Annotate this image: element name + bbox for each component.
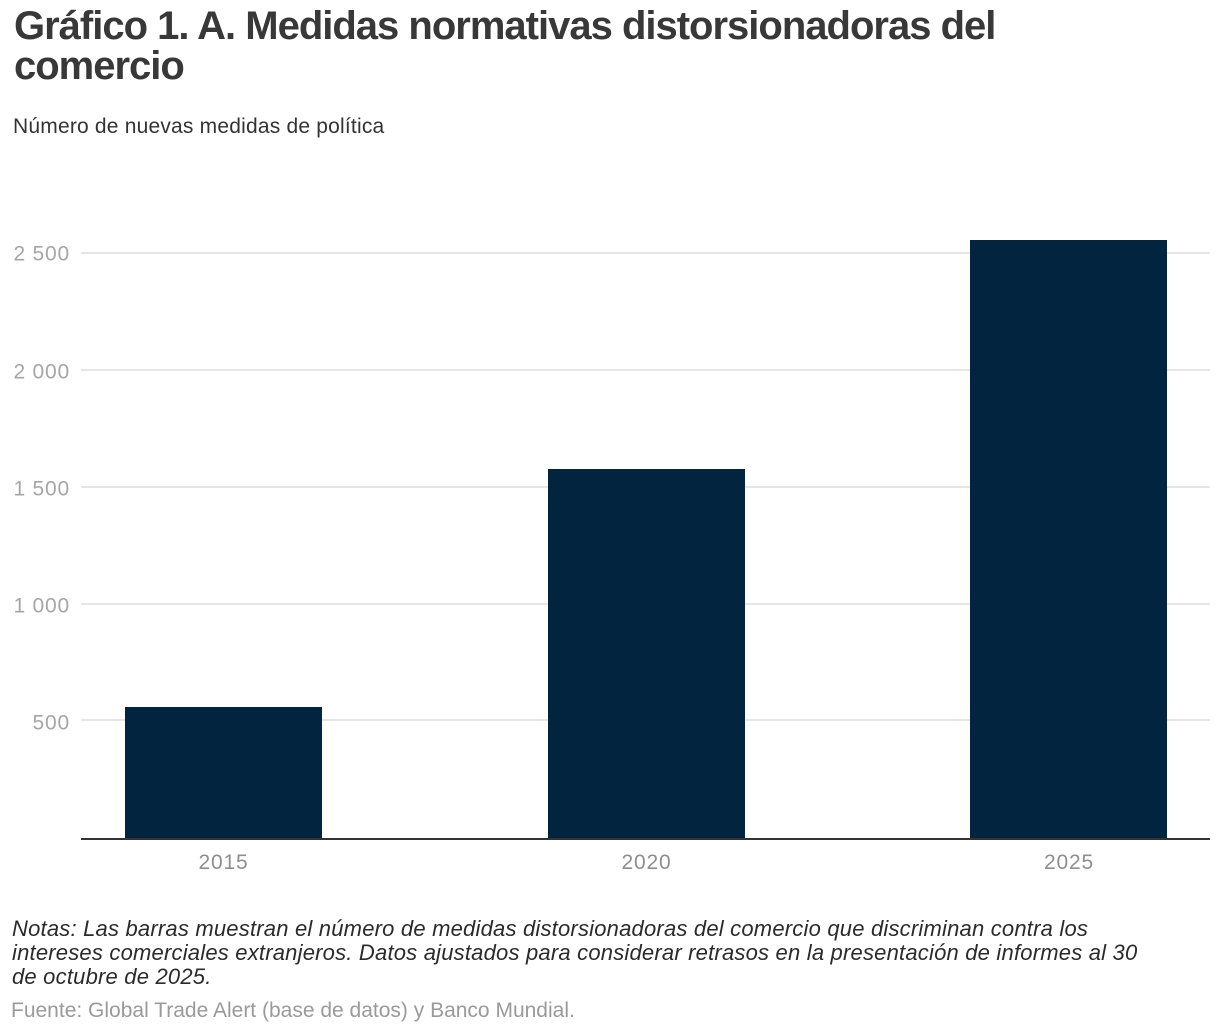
chart-title: Gráfico 1. A. Medidas normativas distors… xyxy=(14,4,996,88)
chart-source: Fuente: Global Trade Alert (base de dato… xyxy=(11,999,575,1022)
gridline-2000 xyxy=(81,369,1210,372)
y-axis-tick-label: 1 500 xyxy=(13,477,70,501)
bar-2025 xyxy=(970,240,1168,838)
y-axis-tick-label: 1 000 xyxy=(13,594,70,618)
plot-area: 2015 2020 2025 xyxy=(81,210,1210,873)
chart-subtitle: Número de nuevas medidas de política xyxy=(13,115,385,138)
y-axis-tick-label: 2 000 xyxy=(13,360,70,384)
x-axis-tick-label: 2020 xyxy=(621,851,672,874)
x-axis-tick-label: 2025 xyxy=(1044,851,1094,874)
bar-chart: 2015 2020 2025 500 1 000 1 500 2 000 2 500 xyxy=(0,210,1220,873)
bar-2020 xyxy=(548,469,745,838)
y-axis-tick-label: 500 xyxy=(32,711,70,735)
bar-2015 xyxy=(124,707,322,838)
gridline-2500 xyxy=(81,252,1210,255)
y-axis-tick-label: 2 500 xyxy=(13,242,70,266)
x-axis-tick-label: 2015 xyxy=(198,851,249,874)
chart-notes: Notas: Las barras muestran el número de … xyxy=(12,916,1138,989)
